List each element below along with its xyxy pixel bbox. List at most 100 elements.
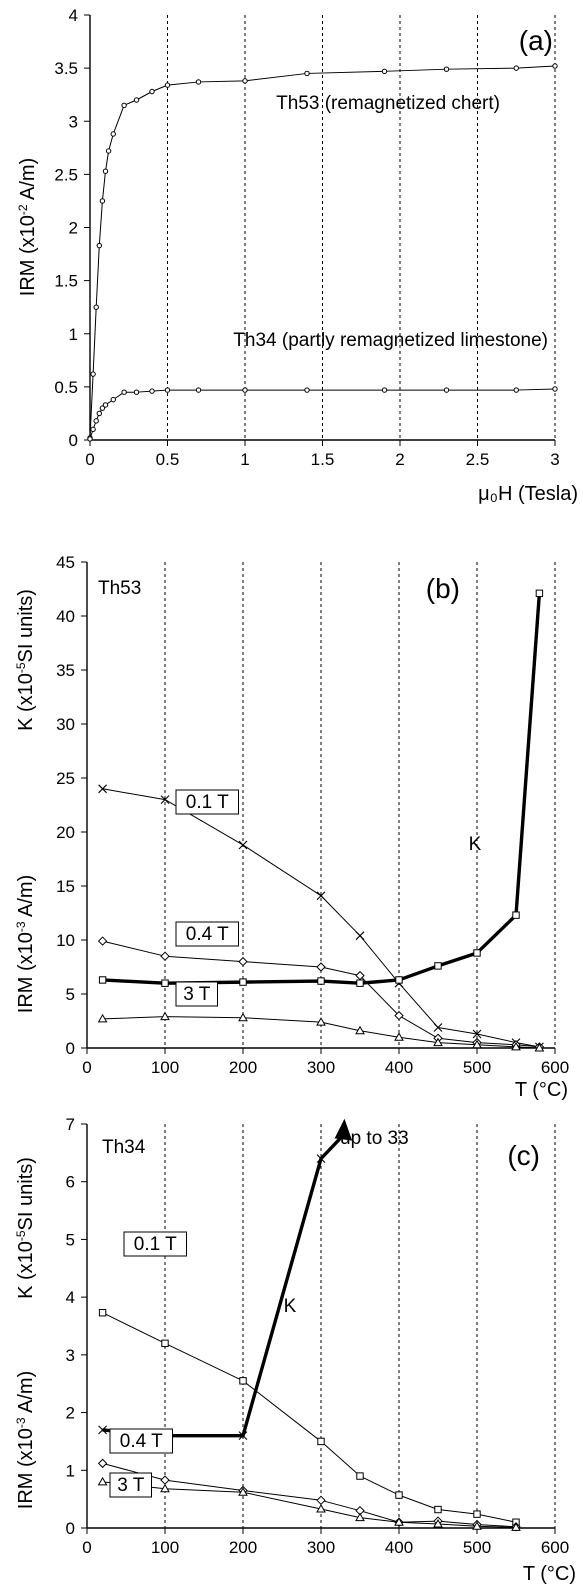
- panel-c-K-data-point: [316, 1154, 326, 1164]
- panel-c-3T-data-point: [433, 1518, 443, 1528]
- panel-c-04T-data-point: [160, 1475, 170, 1485]
- panel-b-x-tick-label: 200: [229, 1058, 257, 1077]
- panel-c-y-tick-label: 3: [66, 1346, 75, 1365]
- panel-c-01T-data-point: [395, 1491, 403, 1499]
- panel-a-y-tick-label: 3: [69, 112, 78, 131]
- panel-a-th53-data-point: [164, 82, 171, 88]
- panel-c-y-axis-label-top: K (x10-5SI units): [14, 1157, 37, 1299]
- panel-a-th34-data-point: [242, 387, 248, 393]
- panel-b-3T-data-point: [433, 1037, 443, 1047]
- panel-a-th53-data-point: [443, 66, 450, 72]
- panel-a-th53-data-point: [242, 78, 248, 84]
- panel-c-x-tick-label: 100: [151, 1538, 179, 1557]
- panel-a-y-tick-label: 0.5: [54, 378, 78, 397]
- panel-b-x-tick-label: 500: [463, 1058, 491, 1077]
- panel-a-y-tick-label: 2: [69, 219, 78, 238]
- panel-b-y-tick-label: 5: [66, 985, 75, 1004]
- panel-a-th34-data-point: [90, 426, 96, 433]
- panel-b-K-data-point: [356, 979, 364, 987]
- panel-a-x-tick-label: 2: [395, 450, 404, 469]
- panel-c-annotation: up to 33: [340, 1128, 409, 1149]
- panel-c-04T-data-point: [97, 1458, 108, 1469]
- panel-a-th34-data-point: [96, 410, 103, 417]
- panel-b-01T-series-line: [102, 788, 540, 1048]
- panel-b-04T-data-point: [316, 962, 326, 972]
- panel-b-K-data-point: [473, 949, 481, 957]
- panel-b-legend-3T-box: [175, 981, 218, 1007]
- panel-b-x-tick-label: 0: [82, 1058, 91, 1077]
- panel-b-K-data-point: [535, 589, 544, 598]
- panel-c-legend-3T: 3 T: [117, 1475, 145, 1496]
- panel-b-legend-0.1T: 0.1 T: [186, 792, 229, 813]
- panel-b-01T-data-point: [316, 891, 326, 901]
- panel-b-K-label: K: [469, 834, 482, 855]
- panel-a-label: (a): [519, 25, 553, 56]
- panel-b-3T-data-point: [97, 1013, 108, 1023]
- panel-b-01T-data-point: [160, 795, 170, 804]
- panel-a-th53-data-point: [105, 148, 112, 154]
- panel-b-x-tick-label: 100: [151, 1058, 179, 1077]
- panel-a-y-axis-label: IRM (x10-2 A/m): [16, 158, 39, 296]
- panel-c-x-tick-label: 500: [463, 1538, 491, 1557]
- panel-b-01T-data-point: [472, 1029, 482, 1039]
- panel-c-label: (c): [507, 1140, 540, 1171]
- panel-b-K-data-point: [395, 976, 403, 984]
- panel-b-sample-label: Th53: [98, 578, 141, 599]
- panel-a-th53-data-point: [195, 79, 202, 85]
- panel-b-3T-data-point: [160, 1011, 170, 1021]
- panel-b-x-tick-label: 600: [541, 1058, 569, 1077]
- panel-a-th53-data-point: [133, 97, 140, 103]
- panel-c-3T-data-point: [511, 1522, 521, 1531]
- panel-b-y-tick-label: 45: [56, 553, 75, 572]
- panel-a-x-tick-label: 3: [550, 450, 559, 469]
- panel-c-04T-data-point: [316, 1495, 326, 1506]
- panel-c-y-tick-label: 7: [66, 1115, 75, 1134]
- panel-a-th53-data-point: [102, 168, 109, 174]
- panel-b-legend-3T: 3 T: [183, 984, 211, 1005]
- panel-b-K-data-point: [239, 978, 247, 986]
- panel-c-y-axis-label-bottom: IRM (x10-3 A/m): [14, 1371, 37, 1509]
- panel-a-chart: 0 0.5 1 1.5 2 2.5 3 3.5 4 0 0.5 1 1.5 2 2.5 3 (a) Th53 (r…: [16, 6, 578, 505]
- panel-a-th34-data-point: [149, 388, 155, 394]
- panel-b-y-tick-label: 40: [56, 607, 75, 626]
- panel-c-legend-0.1T-box: [123, 1231, 187, 1257]
- panel-b-y-axis-label-top: K (x10-5SI units): [14, 589, 37, 731]
- panel-a-y-tick-label: 2.5: [54, 165, 78, 184]
- panel-a-th53-data-point: [149, 88, 155, 95]
- panel-c-x-tick-label: 300: [307, 1538, 335, 1557]
- panel-b-y-tick-label: 15: [56, 877, 75, 896]
- panel-b-3T-data-point: [534, 1042, 545, 1052]
- panel-c-x-tick-label: 400: [385, 1538, 413, 1557]
- panel-c-y-tick-label: 0: [66, 1519, 75, 1538]
- panel-b-x-tick-label: 400: [385, 1058, 413, 1077]
- panel-a-th53-data-point: [513, 65, 519, 71]
- panel-c-y-tick-label: 4: [66, 1288, 75, 1307]
- panel-c-01T-data-point: [356, 1472, 364, 1480]
- panel-c-x-axis-label: T (°C): [523, 1563, 576, 1585]
- panel-c-x-tick-label: 600: [541, 1538, 569, 1557]
- panel-a-th34-data-point: [443, 387, 450, 393]
- panel-a-th34-data-point: [133, 389, 140, 395]
- panel-c-3T-data-point: [160, 1483, 170, 1493]
- panel-a-y-tick-label: 4: [69, 6, 78, 25]
- panel-a-y-tick-label: 0: [69, 431, 78, 450]
- panel-a-x-axis-label: μ₀H (Tesla): [478, 483, 578, 505]
- panel-a-th53-data-point: [96, 242, 103, 249]
- panel-b-3T-data-point: [316, 1017, 326, 1026]
- panel-a-th34-data-point: [552, 386, 558, 392]
- panel-c-sample-label: Th34: [102, 1137, 146, 1158]
- panel-a-x-tick-label: 0: [85, 450, 94, 469]
- panel-b-K-data-point: [434, 962, 442, 970]
- panel-c-3T-data-point: [394, 1517, 404, 1526]
- panel-a-series-label-th53: Th53 (remagnetized chert): [276, 93, 500, 114]
- panel-c-01T-data-point: [317, 1437, 325, 1446]
- panel-b-legend-0.1T-box: [175, 789, 239, 815]
- panel-b-04T-data-point: [160, 951, 170, 961]
- panel-b-01T-data-point: [98, 784, 107, 794]
- panel-b-3T-data-point: [394, 1032, 404, 1041]
- panel-a-th53-data-point: [99, 198, 106, 204]
- panel-a-th53-data-point: [110, 131, 116, 137]
- panel-a-th34-data-point: [87, 436, 93, 442]
- panel-a-th53-data-point: [121, 102, 127, 109]
- panel-a-y-tick-label: 1: [69, 325, 78, 344]
